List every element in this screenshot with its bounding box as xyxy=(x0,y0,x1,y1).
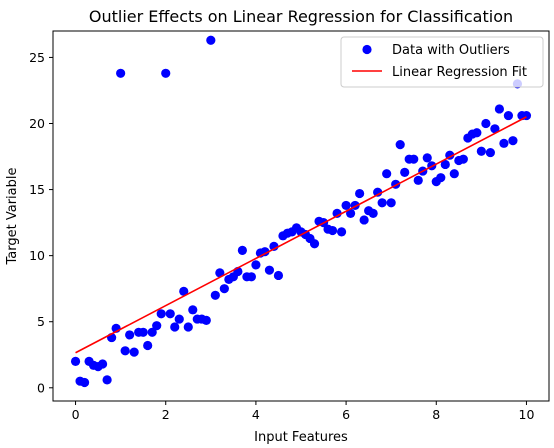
data-point xyxy=(201,315,211,325)
legend-box xyxy=(340,36,544,88)
data-point xyxy=(503,110,514,121)
x-tick-label: 0 xyxy=(72,407,80,422)
data-point xyxy=(359,215,369,225)
data-point xyxy=(170,322,180,332)
x-tick-label: 4 xyxy=(252,407,260,422)
data-point xyxy=(102,375,112,385)
data-point xyxy=(476,146,486,156)
data-point xyxy=(264,265,275,275)
legend-marker-scatter xyxy=(362,44,372,55)
data-point xyxy=(490,124,500,134)
data-point xyxy=(165,309,175,319)
y-tick-label: 10 xyxy=(29,248,45,263)
data-point xyxy=(341,200,351,211)
data-point xyxy=(210,290,220,300)
data-point xyxy=(138,327,148,337)
data-point xyxy=(400,167,410,177)
data-point xyxy=(386,198,396,208)
y-axis-label: Target Variable xyxy=(5,168,20,266)
y-tick-label: 0 xyxy=(37,380,45,395)
y-tick-label: 15 xyxy=(29,182,45,197)
data-point xyxy=(508,136,518,146)
data-point xyxy=(355,188,365,199)
data-point xyxy=(449,169,459,179)
plot-frame xyxy=(52,30,550,402)
data-point xyxy=(161,68,171,78)
x-tick-label: 2 xyxy=(162,407,170,422)
data-point xyxy=(409,154,419,164)
data-point xyxy=(179,286,189,296)
data-point xyxy=(79,377,90,388)
data-point xyxy=(174,314,184,324)
x-tick-label: 8 xyxy=(432,407,440,422)
data-point xyxy=(382,169,392,179)
x-axis: 0 2 4 6 8 10 xyxy=(72,401,535,422)
data-point xyxy=(499,138,509,148)
legend: Data with Outliers Linear Regression Fit xyxy=(340,36,544,88)
data-point xyxy=(215,268,225,278)
data-point xyxy=(219,284,229,294)
data-point xyxy=(260,247,270,257)
data-point xyxy=(152,321,162,331)
legend-label-fit: Linear Regression Fit xyxy=(392,65,527,80)
data-point xyxy=(458,154,468,164)
data-point xyxy=(395,140,405,150)
y-tick-label: 25 xyxy=(29,50,45,65)
data-point xyxy=(183,322,193,332)
data-point xyxy=(237,245,247,255)
data-point xyxy=(481,118,491,129)
data-point xyxy=(206,35,216,45)
x-tick-label: 10 xyxy=(519,407,535,422)
y-tick-label: 20 xyxy=(29,116,45,131)
data-point xyxy=(373,187,383,197)
data-point xyxy=(368,208,378,218)
data-point xyxy=(120,346,130,356)
data-point xyxy=(309,239,320,249)
data-point xyxy=(269,241,279,251)
data-point xyxy=(273,270,284,281)
data-point xyxy=(336,227,347,237)
data-point xyxy=(98,359,108,369)
data-point xyxy=(472,128,482,138)
data-point xyxy=(116,68,126,78)
data-point xyxy=(436,173,446,183)
legend-label-scatter: Data with Outliers xyxy=(392,43,510,58)
x-axis-label: Input Features xyxy=(254,430,348,445)
data-point xyxy=(346,208,356,218)
data-point xyxy=(422,153,432,163)
data-point xyxy=(251,260,261,270)
data-point xyxy=(147,327,157,337)
data-point xyxy=(440,159,450,170)
data-point xyxy=(143,340,153,351)
data-point xyxy=(485,147,495,158)
data-point xyxy=(125,330,135,340)
chart-title: Outlier Effects on Linear Regression for… xyxy=(89,7,513,26)
data-point xyxy=(188,305,198,315)
data-point xyxy=(377,198,387,208)
y-tick-label: 5 xyxy=(37,314,45,329)
data-point xyxy=(413,175,423,185)
y-axis: 0 5 10 15 20 25 xyxy=(29,50,53,395)
plot-area xyxy=(70,35,532,388)
data-point xyxy=(129,347,139,357)
data-point xyxy=(246,272,256,282)
regression-line xyxy=(75,116,527,354)
data-point xyxy=(156,309,166,319)
data-point xyxy=(327,225,338,236)
data-point xyxy=(70,356,81,366)
x-tick-label: 6 xyxy=(342,407,350,422)
data-point xyxy=(494,104,504,114)
